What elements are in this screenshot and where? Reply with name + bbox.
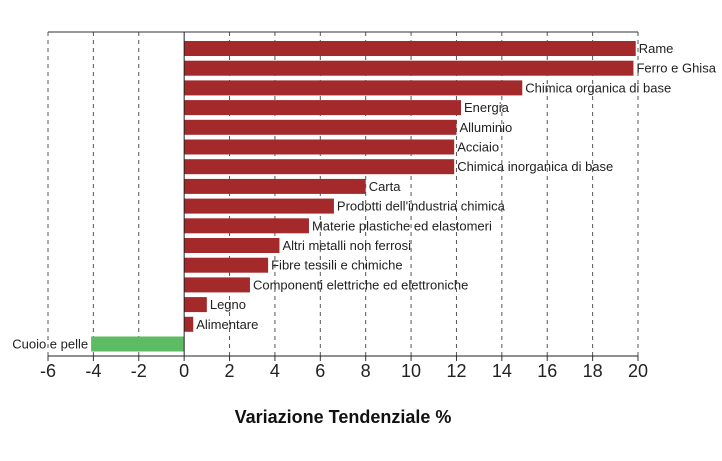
x-tick-label: -4 [85,361,101,381]
x-tick-label: 12 [446,361,466,381]
x-tick-label: 16 [537,361,557,381]
x-tick-label: 4 [270,361,280,381]
bar [184,297,207,313]
bar [184,218,309,234]
x-axis-label: Variazione Tendenziale % [235,407,452,427]
category-label: Alluminio [459,120,512,135]
category-label: Fibre tessili e chimiche [271,258,403,273]
category-label: Cuoio e pelle [12,337,88,352]
bar [184,100,461,116]
bar [184,198,334,214]
grid-lines [47,32,639,356]
bars-group [91,41,636,352]
bar [184,119,457,135]
category-label: Energia [464,100,510,115]
category-label: Acciaio [457,140,499,155]
bar [184,80,523,96]
category-label: Rame [639,41,674,56]
axes-group [47,31,639,361]
bar [184,277,250,293]
x-tick-label: -2 [131,361,147,381]
category-label: Chimica inorganica di base [457,159,613,174]
category-label: Alimentare [196,317,258,332]
category-labels: Rame Ferro e Ghisa Chimica organica di bas… [12,41,716,352]
category-label: Carta [369,179,402,194]
category-label: Materie plastiche ed elastomeri [312,218,492,233]
category-label: Componenti elettriche ed elettroniche [253,277,468,292]
x-tick-label: 8 [361,361,371,381]
category-label: Ferro e Ghisa [636,61,716,76]
category-label: Legno [210,297,246,312]
x-tick-label: -6 [40,361,56,381]
bar [91,336,185,352]
bar [184,178,366,194]
x-tick-label: 0 [179,361,189,381]
x-tick-label: 14 [492,361,512,381]
bar [184,257,269,273]
x-tick-label: 18 [583,361,603,381]
category-label: Altri metalli non ferrosi [282,238,411,253]
bar [184,41,636,56]
x-tick-label: 10 [401,361,421,381]
category-label: Chimica organica di base [525,80,671,95]
x-tick-label: 6 [315,361,325,381]
x-tick-label: 20 [628,361,648,381]
x-tick-labels: -6 -4 -2 0 2 4 6 8 10 12 14 16 18 20 [40,361,648,381]
bar [184,139,455,155]
bar [184,159,455,175]
x-tick-label: 2 [225,361,235,381]
bar [184,238,280,253]
category-label: Prodotti dell'industria chimica [337,199,506,214]
bar [184,316,194,332]
bar [184,60,634,76]
